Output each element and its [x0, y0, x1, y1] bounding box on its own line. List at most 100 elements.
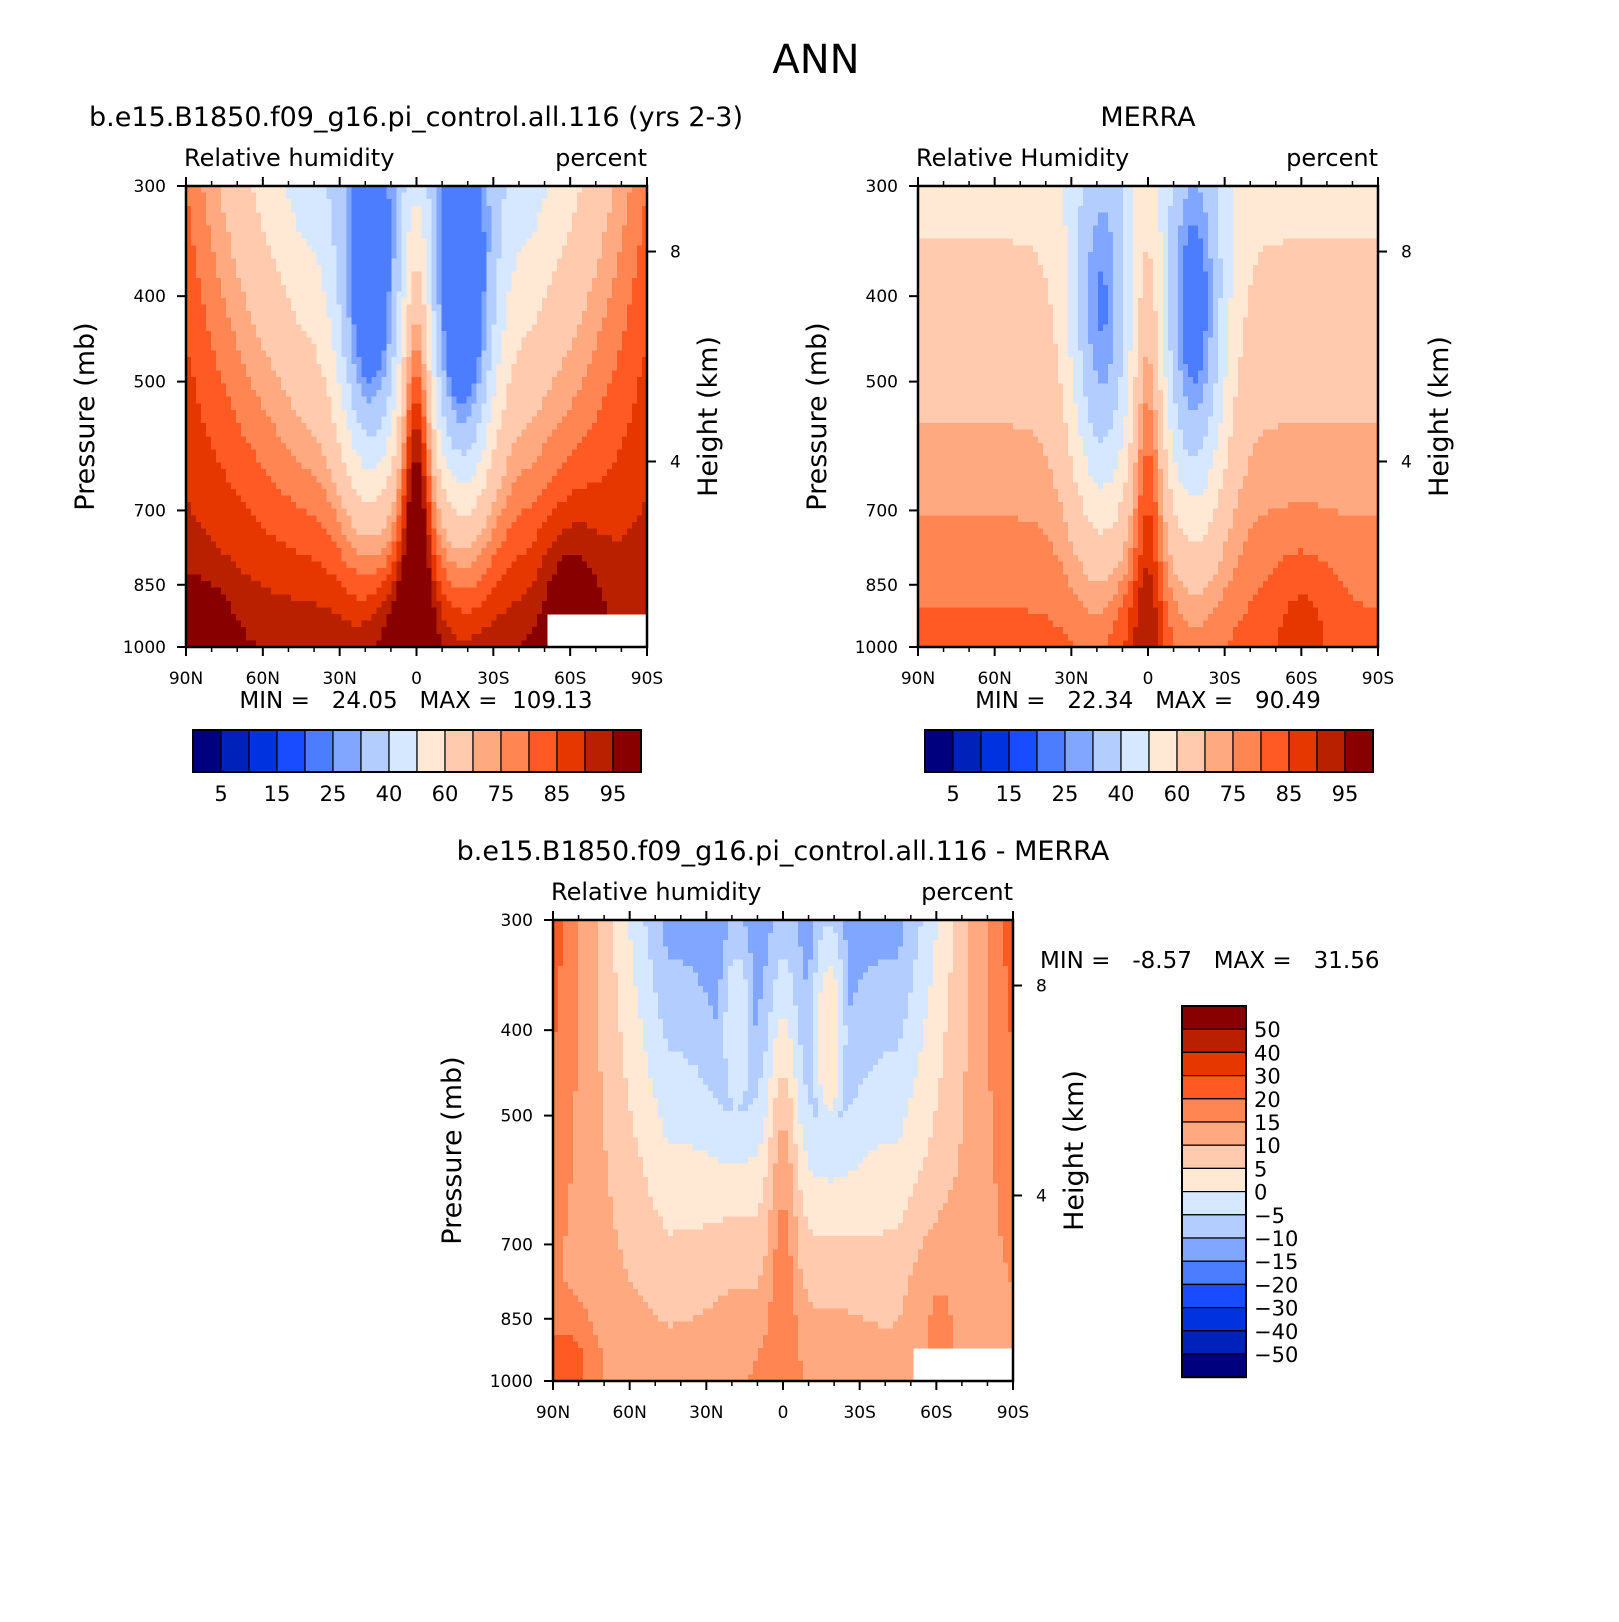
- contour-cell: [316, 443, 322, 450]
- contour-cell: [361, 601, 367, 608]
- contour-cell: [467, 390, 473, 397]
- contour-cell: [321, 463, 327, 470]
- contour-cell: [326, 410, 332, 417]
- contour-cell: [266, 390, 272, 397]
- contour-cell: [462, 555, 468, 562]
- contour-cell: [206, 397, 212, 404]
- contour-cell: [296, 278, 302, 285]
- contour-cell: [291, 627, 297, 634]
- contour-cell: [196, 199, 202, 206]
- contour-cell: [191, 436, 197, 443]
- contour-cell: [271, 581, 277, 588]
- contour-cell: [386, 443, 392, 450]
- contour-cell: [517, 607, 523, 614]
- contour-cell: [281, 575, 287, 582]
- contour-cell: [366, 199, 372, 206]
- contour-cell: [437, 278, 443, 285]
- contour-cell: [216, 318, 222, 325]
- contour-cell: [246, 245, 252, 252]
- contour-cell: [527, 357, 533, 364]
- contour-cell: [361, 568, 367, 575]
- contour-cell: [411, 568, 417, 575]
- contour-cell: [381, 555, 387, 562]
- contour-cell: [316, 298, 322, 305]
- contour-cell: [196, 449, 202, 456]
- contour-cell: [507, 522, 513, 529]
- contour-cell: [341, 561, 347, 568]
- contour-cell: [472, 278, 478, 285]
- contour-cell: [306, 555, 312, 562]
- contour-cell: [241, 456, 247, 463]
- contour-cell: [447, 568, 453, 575]
- contour-cell: [366, 397, 372, 404]
- contour-cell: [462, 410, 468, 417]
- contour-cell: [371, 588, 377, 595]
- contour-cell: [417, 548, 423, 555]
- contour-cell: [487, 239, 493, 246]
- contour-cell: [236, 634, 242, 641]
- contour-cell: [472, 535, 478, 542]
- contour-cell: [336, 463, 342, 470]
- contour-cell: [246, 219, 252, 226]
- contour-cell: [316, 476, 322, 483]
- contour-cell: [507, 278, 513, 285]
- contour-cell: [256, 528, 262, 535]
- contour-cell: [326, 403, 332, 410]
- contour-cell: [437, 351, 443, 358]
- contour-cell: [256, 331, 262, 338]
- contour-cell: [477, 561, 483, 568]
- contour-cell: [447, 436, 453, 443]
- contour-cell: [537, 212, 543, 219]
- contour-cell: [206, 318, 212, 325]
- contour-cell: [376, 351, 382, 358]
- contour-cell: [371, 522, 377, 529]
- contour-cell: [447, 199, 453, 206]
- contour-cell: [216, 607, 222, 614]
- contour-cell: [437, 449, 443, 456]
- contour-cell: [231, 502, 237, 509]
- contour-cell: [391, 245, 397, 252]
- contour-cell: [341, 206, 347, 213]
- contour-cell: [406, 634, 412, 641]
- contour-cell: [401, 370, 407, 377]
- contour-cell: [537, 344, 543, 351]
- contour-cell: [447, 430, 453, 437]
- contour-cell: [241, 285, 247, 292]
- contour-cell: [532, 331, 538, 338]
- contour-cell: [391, 364, 397, 371]
- contour-cell: [417, 370, 423, 377]
- contour-cell: [427, 245, 433, 252]
- contour-cell: [467, 285, 473, 292]
- contour-cell: [487, 298, 493, 305]
- contour-cell: [472, 390, 478, 397]
- contour-cell: [266, 456, 272, 463]
- contour-cell: [361, 449, 367, 456]
- contour-cell: [196, 423, 202, 430]
- contour-cell: [251, 542, 257, 549]
- contour-cell: [261, 568, 267, 575]
- contour-cell: [467, 476, 473, 483]
- contour-cell: [201, 206, 207, 213]
- contour-cell: [371, 561, 377, 568]
- contour-cell: [361, 436, 367, 443]
- contour-cell: [346, 614, 352, 621]
- contour-cell: [351, 318, 357, 325]
- contour-cell: [447, 278, 453, 285]
- contour-cell: [206, 482, 212, 489]
- contour-cell: [452, 291, 458, 298]
- contour-cell: [191, 351, 197, 358]
- contour-cell: [396, 351, 402, 358]
- contour-cell: [517, 627, 523, 634]
- contour-cell: [251, 528, 257, 535]
- contour-cell: [512, 614, 518, 621]
- contour-cell: [326, 621, 332, 628]
- contour-cell: [336, 337, 342, 344]
- contour-cell: [356, 410, 362, 417]
- contour-cell: [487, 285, 493, 292]
- contour-cell: [221, 581, 227, 588]
- contour-cell: [291, 561, 297, 568]
- contour-cell: [422, 522, 428, 529]
- contour-cell: [502, 417, 508, 424]
- contour-cell: [291, 351, 297, 358]
- contour-cell: [331, 265, 337, 272]
